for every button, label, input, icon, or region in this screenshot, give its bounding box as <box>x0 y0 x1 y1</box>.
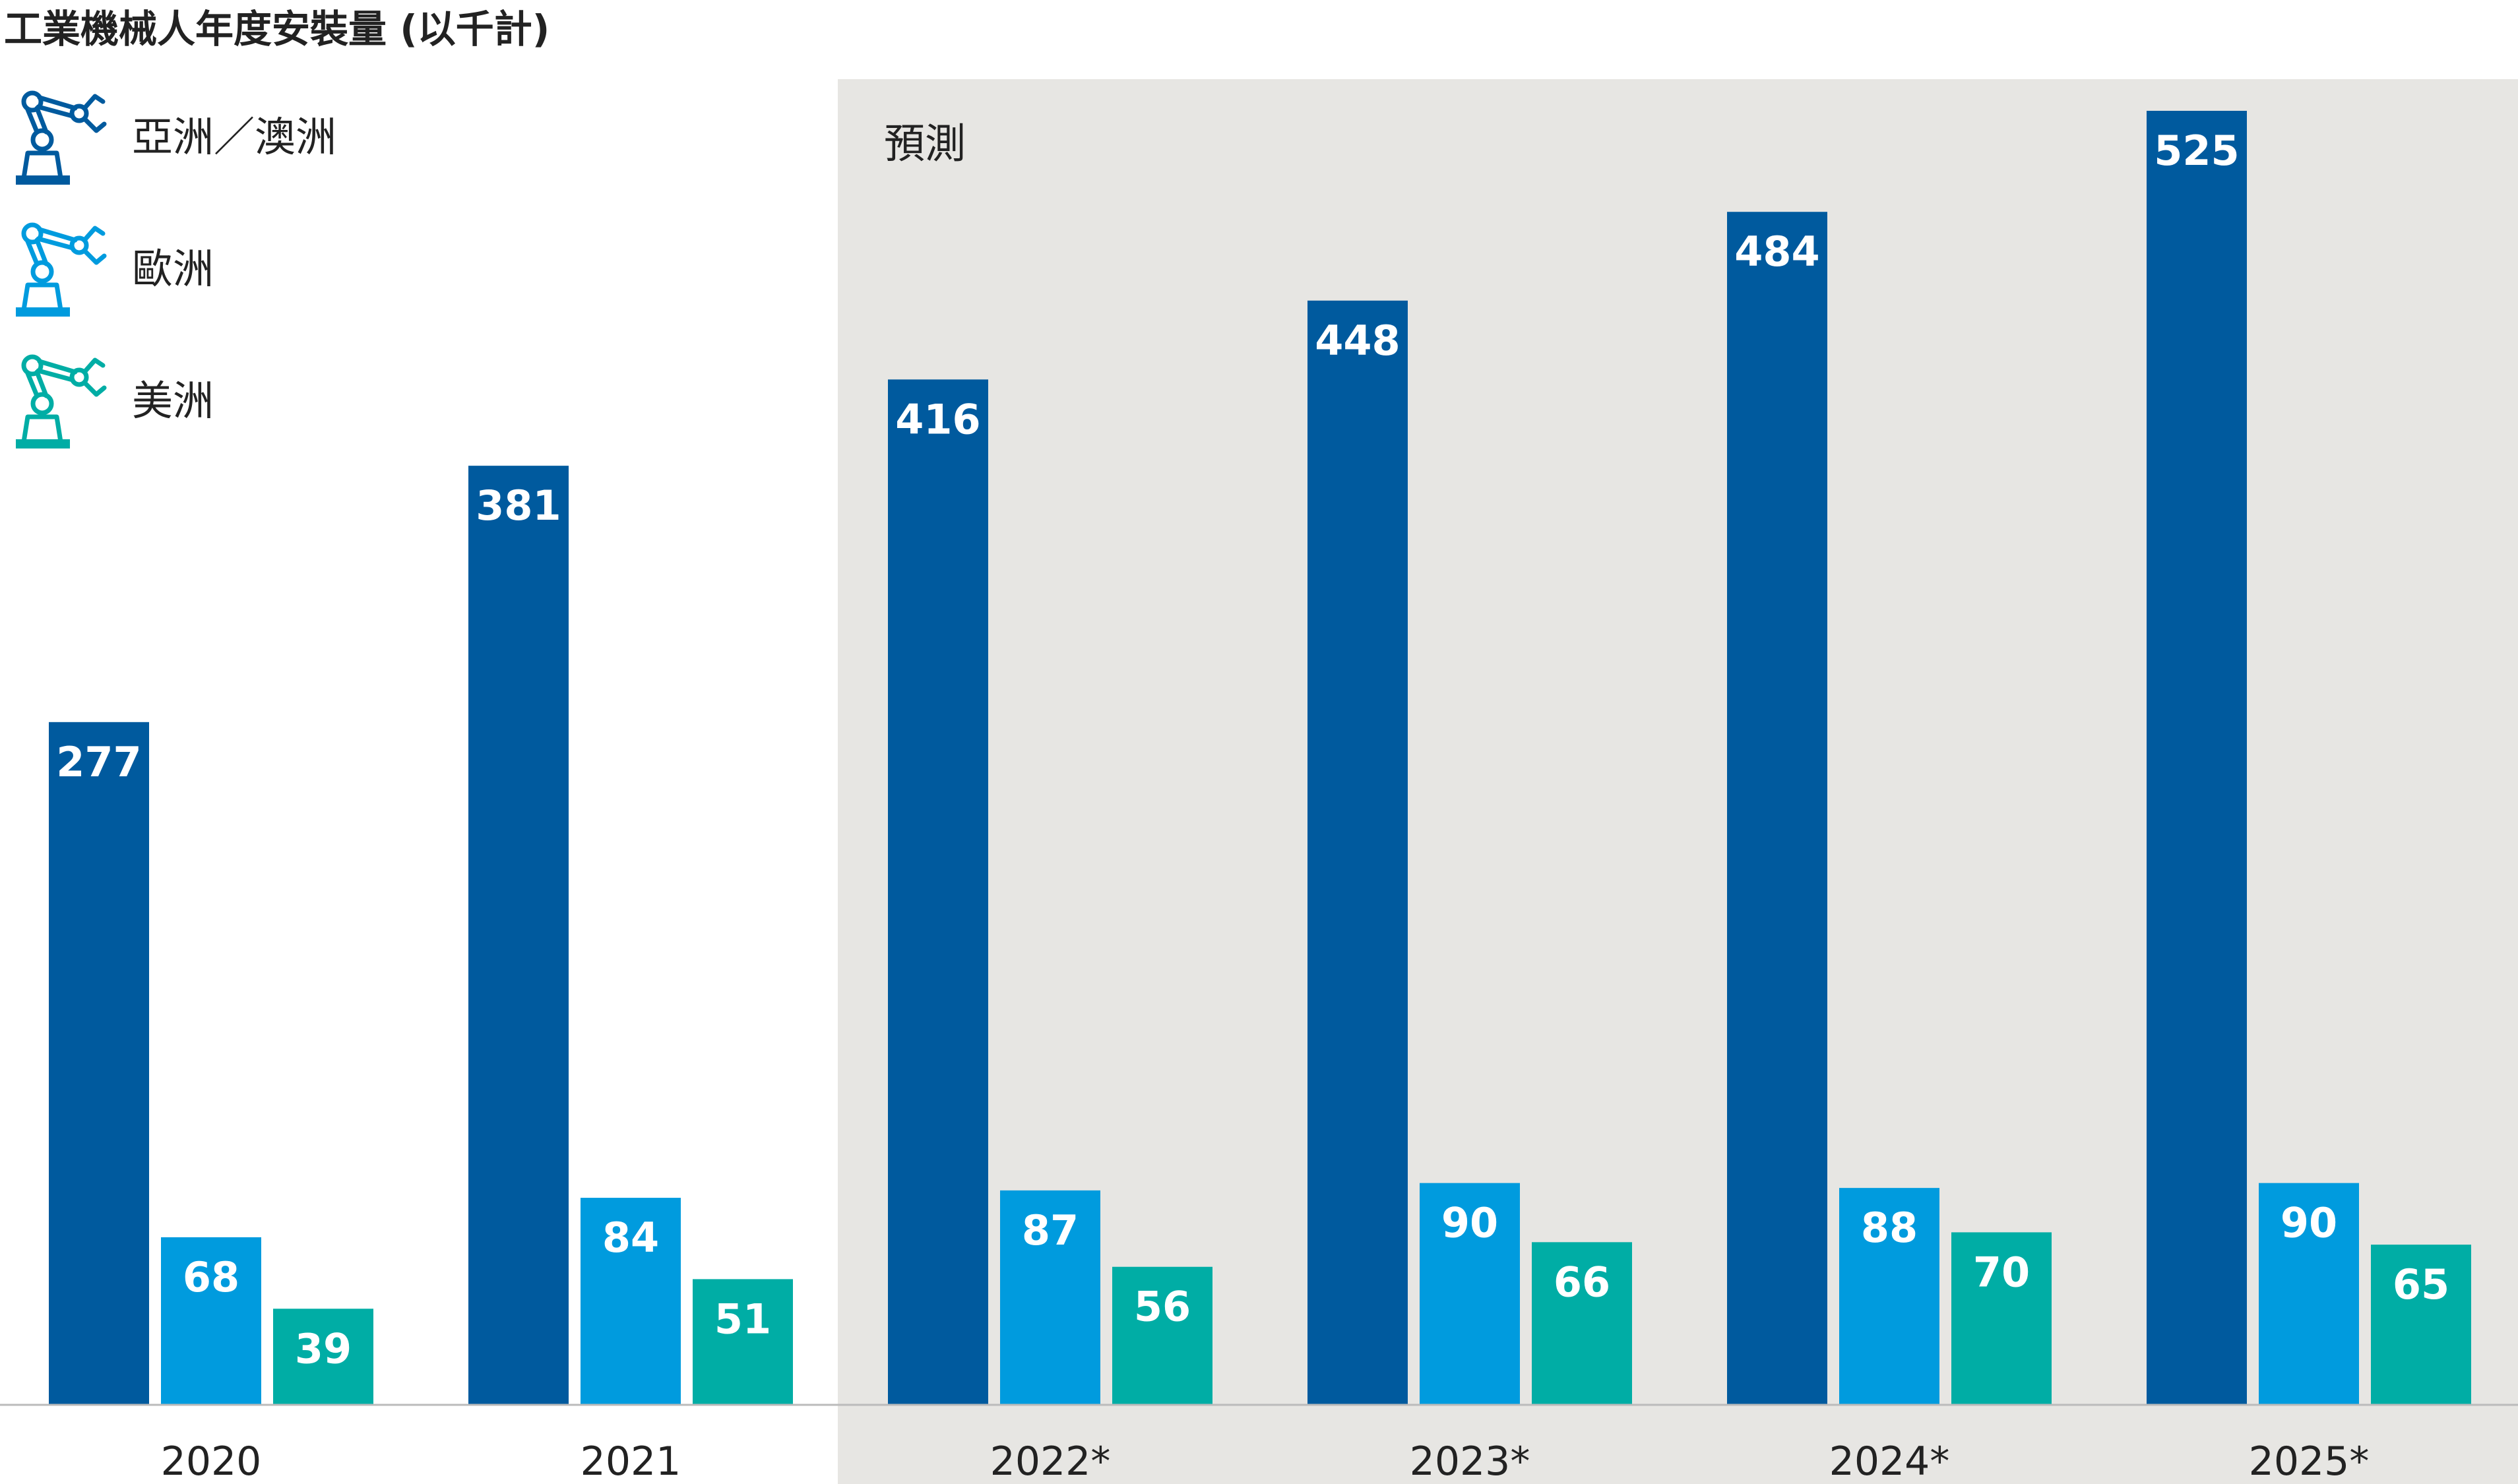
data-label-2021-s2: 51 <box>714 1295 771 1343</box>
bar-2021-s0 <box>468 466 569 1405</box>
robot-arm-icon <box>16 354 107 448</box>
legend-label: 歐洲 <box>132 245 214 293</box>
data-label-2022-s2: 56 <box>1134 1283 1191 1331</box>
data-label-2024-s0: 484 <box>1734 228 1819 276</box>
chart-title: 工業機械人年度安裝量 (以千計) <box>4 7 550 51</box>
x-tick-label: 2025* <box>2249 1438 2370 1484</box>
bars-layer: 277 68 39 381 84 51 416 87 56 448 90 66 484 88 70 525 90… <box>49 111 2471 1405</box>
data-label-2022-s1: 87 <box>1022 1206 1079 1254</box>
x-tick-label: 2021 <box>581 1438 681 1484</box>
legend-label: 美洲 <box>132 377 214 425</box>
x-tick-label: 2022* <box>990 1438 1111 1484</box>
robot-arm-icon <box>16 90 107 185</box>
bar-2024-s1 <box>1839 1188 1939 1405</box>
bar-2020-s0 <box>49 722 149 1405</box>
x-tick-label: 2024* <box>1829 1438 1950 1484</box>
data-label-2020-s0: 277 <box>56 738 141 786</box>
data-label-2023-s2: 66 <box>1554 1258 1610 1306</box>
bar-2021-s1 <box>581 1198 681 1405</box>
bar-2022-s1 <box>1000 1190 1100 1405</box>
data-label-2024-s1: 88 <box>1861 1204 1918 1252</box>
data-label-2022-s0: 416 <box>895 395 980 443</box>
bar-2023-s2 <box>1532 1242 1632 1405</box>
robot-arm-icon <box>16 222 107 317</box>
bar-2021-s2 <box>693 1279 793 1405</box>
data-label-2023-s1: 90 <box>1441 1199 1498 1247</box>
x-tick-label: 2020 <box>161 1438 262 1484</box>
bar-2025-s1 <box>2259 1183 2359 1405</box>
bar-2023-s0 <box>1307 300 1408 1405</box>
data-label-2023-s0: 448 <box>1315 317 1400 365</box>
forecast-label: 預測 <box>884 119 966 168</box>
data-label-2025-s2: 65 <box>2393 1260 2449 1309</box>
bar-2020-s2 <box>273 1309 373 1405</box>
bar-2023-s1 <box>1420 1183 1520 1405</box>
bar-2025-s0 <box>2147 111 2247 1405</box>
data-label-2021-s0: 381 <box>476 481 561 530</box>
bar-2025-s2 <box>2371 1245 2471 1405</box>
data-label-2024-s2: 70 <box>1973 1248 2030 1296</box>
data-label-2021-s1: 84 <box>602 1214 659 1262</box>
x-tick-label: 2023* <box>1410 1438 1530 1484</box>
bar-2022-s0 <box>888 379 988 1405</box>
bar-2022-s2 <box>1112 1266 1212 1405</box>
data-label-2025-s1: 90 <box>2281 1199 2337 1247</box>
legend-item: 美洲 <box>0 343 396 455</box>
data-label-2020-s1: 68 <box>183 1253 239 1301</box>
data-label-2020-s2: 39 <box>295 1324 352 1373</box>
legend-item: 亞洲／澳洲 <box>0 79 396 191</box>
bar-2020-s1 <box>161 1237 261 1405</box>
legend-label: 亞洲／澳洲 <box>132 113 337 161</box>
bar-2024-s2 <box>1951 1232 2052 1405</box>
data-label-2025-s0: 525 <box>2154 127 2239 175</box>
legend-item: 歐洲 <box>0 211 396 323</box>
x-tick-labels: 2020 2021 2022* 2023* 2024* 2025* <box>161 1438 2370 1484</box>
bar-2024-s0 <box>1727 212 1827 1405</box>
